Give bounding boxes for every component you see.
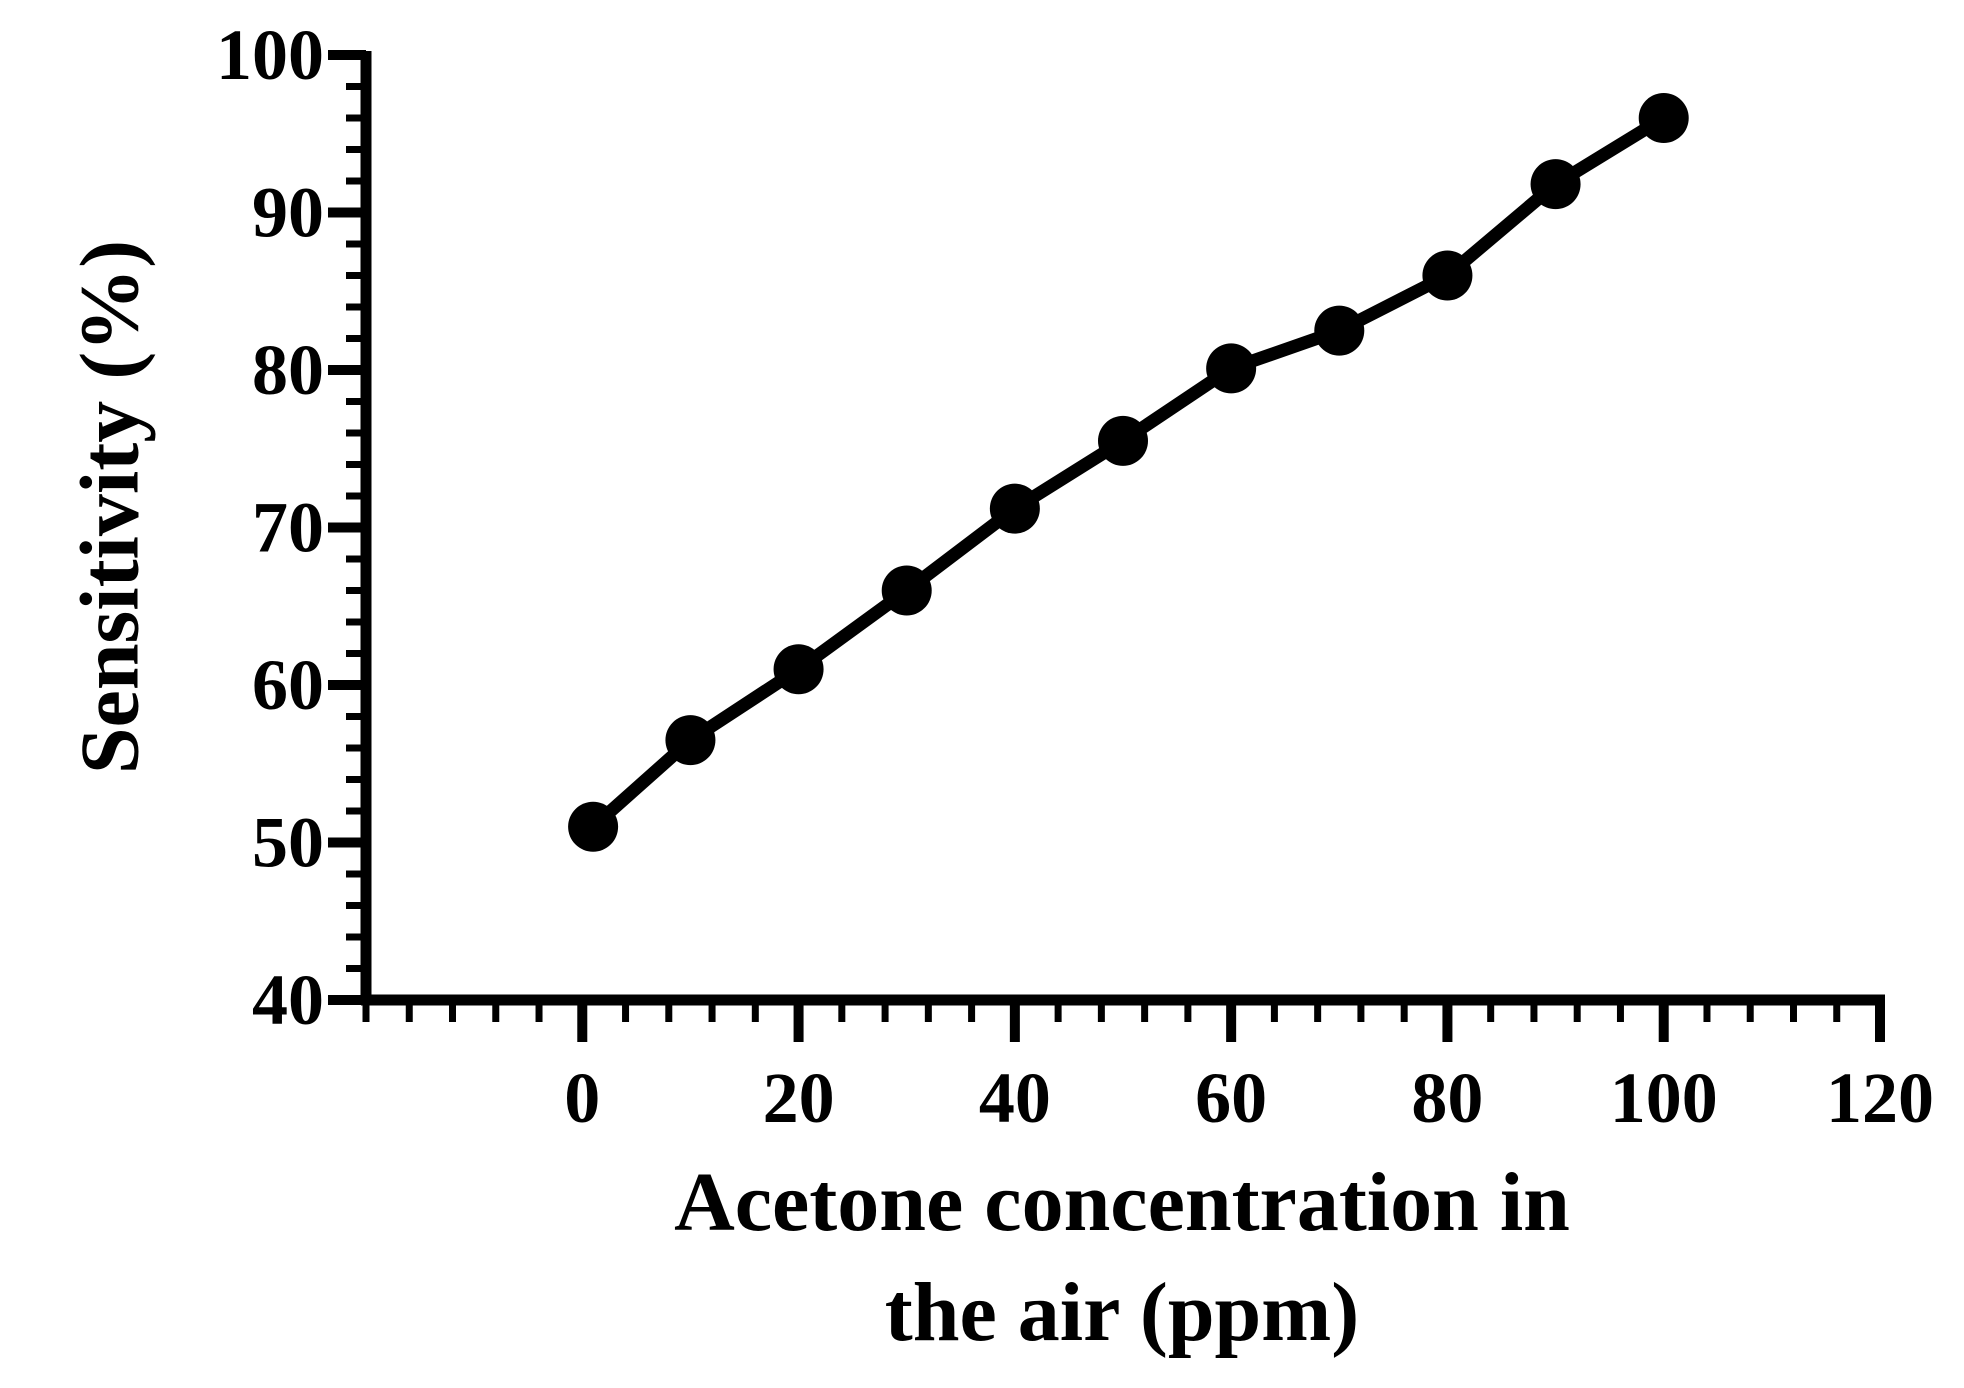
y-tick-label-50: 50 <box>252 803 324 883</box>
data-point-8 <box>1422 250 1473 301</box>
data-point-0 <box>568 801 619 852</box>
y-tick-label-60: 60 <box>252 645 324 725</box>
y-tick-label-90: 90 <box>252 173 324 253</box>
x-tick-label-100: 100 <box>1610 1058 1718 1138</box>
x-tick-label-60: 60 <box>1195 1058 1267 1138</box>
data-point-4 <box>989 483 1040 534</box>
x-tick-label-120: 120 <box>1826 1058 1934 1138</box>
axes <box>328 50 1885 1042</box>
data-point-7 <box>1314 305 1365 356</box>
data-point-3 <box>881 565 932 616</box>
series-line-0 <box>588 112 1668 832</box>
y-tick-labels: 40 50 60 70 80 90 100 <box>216 15 324 1040</box>
data-point-9 <box>1530 159 1581 210</box>
series-group <box>568 93 1689 852</box>
y-tick-label-100: 100 <box>216 15 324 95</box>
data-point-2 <box>773 644 824 695</box>
x-tick-label-20: 20 <box>763 1058 835 1138</box>
x-axis-title-line-1: Acetone concentration in <box>674 1156 1570 1249</box>
y-axis-title: Sensitivity (%) <box>63 240 156 774</box>
data-point-6 <box>1206 343 1257 394</box>
x-tick-label-40: 40 <box>979 1058 1051 1138</box>
data-point-1 <box>665 715 716 766</box>
y-tick-label-40: 40 <box>252 960 324 1040</box>
x-tick-label-0: 0 <box>564 1058 600 1138</box>
x-tick-label-80: 80 <box>1411 1058 1483 1138</box>
data-point-5 <box>1098 415 1148 466</box>
data-point-10 <box>1638 93 1689 143</box>
x-tick-labels: 0 20 40 60 80 100 120 <box>564 1058 1934 1138</box>
y-tick-label-80: 80 <box>252 330 324 410</box>
x-axis-title-line-2: the air (ppm) <box>885 1266 1359 1359</box>
y-tick-label-70: 70 <box>252 488 324 568</box>
